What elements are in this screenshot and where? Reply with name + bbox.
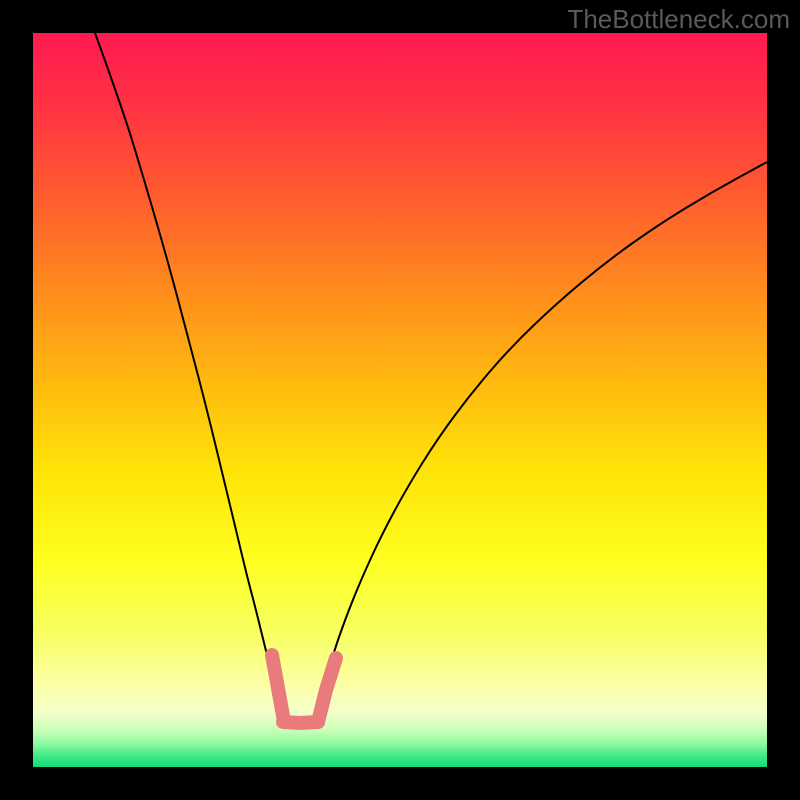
bottleneck-curve-chart xyxy=(0,0,800,800)
watermark-text: TheBottleneck.com xyxy=(567,4,790,35)
gradient-plot-area xyxy=(33,33,767,767)
chart-stage: TheBottleneck.com xyxy=(0,0,800,800)
